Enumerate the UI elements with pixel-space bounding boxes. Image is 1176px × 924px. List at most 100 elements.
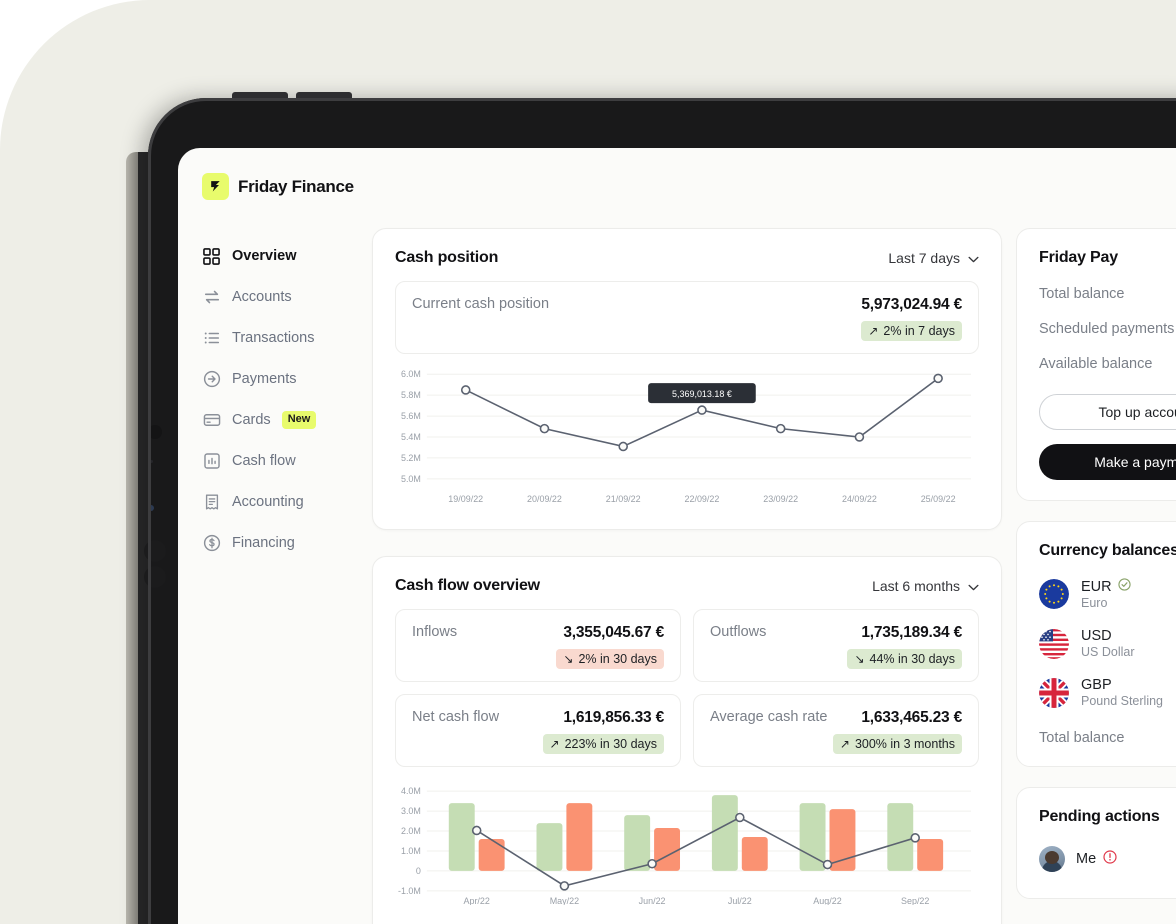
status-badge-text: 300% in 3 months bbox=[854, 737, 955, 751]
x-tick-label: Apr/22 bbox=[464, 896, 490, 905]
currency-balances-panel: Currency balances EUR bbox=[1016, 521, 1176, 767]
cash-position-card: Cash position Last 7 days Current cash p… bbox=[372, 228, 1002, 530]
average-cash-rate-box: Average cash rate 1,633,465.23 € ↗ 300% … bbox=[693, 694, 979, 767]
currency-total-balance-label: Total balance bbox=[1039, 730, 1125, 746]
cash-flow-overview-card: Cash flow overview Last 6 months Inflows bbox=[372, 556, 1002, 924]
sidebar-item-label: Accounts bbox=[232, 289, 292, 305]
cash-flow-bar-chart: 4.0M 3.0M 2.0M 1.0M 0 -1.0M bbox=[398, 786, 972, 905]
device-top-button-1 bbox=[232, 92, 288, 100]
chart-gridlines bbox=[426, 790, 972, 892]
status-badge-text: 44% in 30 days bbox=[869, 652, 955, 666]
sidebar-item-label: Cards bbox=[232, 412, 271, 428]
currency-code: GBP bbox=[1081, 677, 1163, 693]
brand-logo[interactable]: Friday Finance bbox=[202, 173, 354, 200]
y-tick-label: 4.0M bbox=[401, 786, 421, 796]
currency-balances-title: Currency balances bbox=[1039, 542, 1176, 559]
currency-item-eur[interactable]: EUR Euro bbox=[1039, 578, 1176, 610]
currency-code-text: USD bbox=[1081, 628, 1112, 644]
chevron-down-icon bbox=[968, 578, 979, 594]
sidebar-item-label: Accounting bbox=[232, 494, 304, 510]
stat-label: Average cash rate bbox=[710, 709, 828, 725]
verified-check-icon bbox=[1117, 578, 1131, 595]
pending-actions-title: Pending actions bbox=[1039, 808, 1160, 825]
status-badge: ↗ 223% in 30 days bbox=[542, 734, 664, 754]
range-label: Last 7 days bbox=[888, 250, 960, 266]
stat-value: 5,973,024.94 € bbox=[861, 296, 962, 313]
friday-logo-mark-icon bbox=[202, 173, 229, 200]
line-series-net-cash-flow bbox=[476, 816, 916, 887]
stat-label: Outflows bbox=[710, 624, 767, 640]
device-mic-dot bbox=[150, 460, 153, 463]
x-tick-label: 19/09/22 bbox=[448, 494, 483, 504]
y-tick-label: 5.2M bbox=[401, 453, 421, 463]
status-badge: ↘ 2% in 30 days bbox=[556, 649, 664, 669]
alert-circle-icon bbox=[1103, 850, 1117, 868]
arrow-up-right-icon: ↗ bbox=[839, 737, 850, 751]
currency-name: Pound Sterling bbox=[1081, 694, 1164, 708]
sidebar-item-cards[interactable]: Cards New bbox=[196, 400, 372, 440]
sidebar-item-accounting[interactable]: Accounting bbox=[196, 482, 372, 522]
currency-name: US Dollar bbox=[1081, 645, 1135, 659]
currency-item-gbp[interactable]: GBP Pound Sterling bbox=[1039, 677, 1176, 708]
sidebar-item-cash-flow[interactable]: Cash flow bbox=[196, 441, 372, 481]
x-tick-label: May/22 bbox=[550, 896, 579, 905]
x-tick-label: 22/09/22 bbox=[685, 494, 720, 504]
chart-tooltip-text: 5,369,013.18 € bbox=[672, 389, 732, 399]
cash-flow-header: Cash flow overview Last 6 months bbox=[373, 557, 1001, 609]
pending-actions-panel: Pending actions Me bbox=[1016, 787, 1176, 899]
list-item[interactable]: Me bbox=[1039, 846, 1176, 872]
sidebar-badge-new: New bbox=[281, 411, 317, 429]
us-flag-icon bbox=[1039, 628, 1069, 659]
x-tick-label: Jul/22 bbox=[728, 896, 752, 905]
dollar-circle-icon bbox=[202, 534, 221, 553]
friday-pay-title: Friday Pay bbox=[1039, 249, 1118, 266]
friday-pay-available-balance-label: Available balance bbox=[1039, 356, 1153, 372]
currency-item-usd[interactable]: USD US Dollar bbox=[1039, 628, 1176, 659]
arrow-down-right-icon: ↘ bbox=[563, 652, 574, 666]
sidebar-item-accounts[interactable]: Accounts bbox=[196, 277, 372, 317]
right-sidebar: Friday Pay Total balance Scheduled payme… bbox=[1016, 228, 1176, 919]
make-a-payment-button[interactable]: Make a payment bbox=[1039, 444, 1176, 480]
status-badge: ↘ 44% in 30 days bbox=[847, 649, 962, 669]
sidebar-item-label: Transactions bbox=[232, 330, 315, 346]
sidebar-item-transactions[interactable]: Transactions bbox=[196, 318, 372, 358]
sidebar-item-overview[interactable]: Overview bbox=[196, 236, 372, 276]
line-data-points bbox=[460, 373, 943, 452]
list-icon bbox=[202, 329, 221, 348]
friday-pay-scheduled-payments-label: Scheduled payments bbox=[1039, 321, 1175, 337]
current-cash-position-box: Current cash position 5,973,024.94 € ↗ 2… bbox=[395, 281, 979, 354]
y-tick-label: 2.0M bbox=[401, 826, 421, 836]
eu-flag-icon bbox=[1039, 579, 1069, 609]
status-badge-text: 2% in 30 days bbox=[578, 652, 657, 666]
net-cash-flow-box: Net cash flow 1,619,856.33 € ↗ 223% in 3… bbox=[395, 694, 681, 767]
credit-card-icon bbox=[202, 411, 221, 430]
grid-icon bbox=[202, 247, 221, 266]
range-label: Last 6 months bbox=[872, 578, 960, 594]
cash-flow-range-select[interactable]: Last 6 months bbox=[872, 578, 979, 594]
cash-position-range-select[interactable]: Last 7 days bbox=[888, 250, 979, 266]
device-camera-sensor bbox=[148, 425, 162, 439]
y-tick-label: 5.0M bbox=[401, 474, 421, 484]
sidebar-item-financing[interactable]: Financing bbox=[196, 523, 372, 563]
bar-chart-icon bbox=[202, 452, 221, 471]
sidebar-item-payments[interactable]: Payments bbox=[196, 359, 372, 399]
top-up-account-button[interactable]: Top up account bbox=[1039, 394, 1176, 430]
status-badge: ↗ 2% in 7 days bbox=[861, 321, 962, 341]
device-side-button-1 bbox=[144, 540, 166, 562]
chart-tooltip: 5,369,013.18 € bbox=[648, 383, 756, 404]
currency-name: Euro bbox=[1081, 596, 1108, 610]
brand-name: Friday Finance bbox=[238, 176, 354, 196]
x-tick-label: 23/09/22 bbox=[763, 494, 798, 504]
sidebar-item-label: Payments bbox=[232, 371, 297, 387]
bar-series-outflows bbox=[478, 803, 944, 871]
stat-value: 1,735,189.34 € bbox=[861, 624, 962, 641]
y-tick-label: -1.0M bbox=[398, 886, 421, 896]
cash-flow-stat-grid: Inflows 3,355,045.67 € ↘ 2% in 30 days bbox=[373, 609, 1001, 767]
sidebar-nav: Overview Accounts Transactions bbox=[196, 236, 372, 564]
arrow-down-right-icon: ↘ bbox=[854, 652, 865, 666]
currency-code-text: GBP bbox=[1081, 677, 1112, 693]
cash-position-line-chart: 6.0M 5.8M 5.6M 5.4M 5.2M 5.0M bbox=[401, 369, 972, 504]
cash-position-chart: 6.0M 5.8M 5.6M 5.4M 5.2M 5.0M bbox=[373, 354, 1001, 516]
y-tick-label: 1.0M bbox=[401, 846, 421, 856]
